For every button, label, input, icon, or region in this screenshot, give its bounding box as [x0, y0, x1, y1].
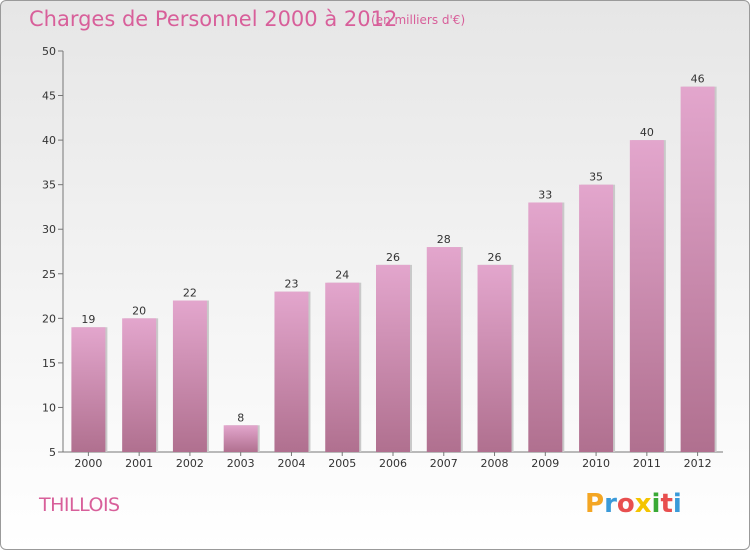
logo-letter: i [672, 489, 682, 519]
bar-2012 [680, 86, 715, 453]
logo-letter: P [585, 489, 605, 519]
data-label: 23 [284, 278, 298, 291]
bar-2011 [629, 140, 664, 452]
logo-letter: t [660, 489, 673, 519]
bar-2002 [172, 300, 207, 452]
bars [71, 86, 717, 453]
data-label: 20 [132, 304, 146, 317]
y-tick-label: 25 [42, 268, 56, 281]
x-tick-label: 2012 [684, 457, 712, 470]
y-tick-label: 40 [42, 134, 56, 147]
x-tick-label: 2011 [633, 457, 661, 470]
y-tick-label: 45 [42, 90, 56, 103]
x-tick-label: 2002 [176, 457, 204, 470]
data-label: 35 [589, 171, 603, 184]
bar-2009 [528, 202, 563, 452]
x-tick-label: 2004 [277, 457, 305, 470]
x-tick-label: 2000 [74, 457, 102, 470]
chart-title: Charges de Personnel 2000 à 2012 [29, 7, 398, 31]
data-label: 28 [437, 233, 451, 246]
y-tick-label: 10 [42, 401, 56, 414]
bar-2000 [71, 327, 106, 452]
data-label: 33 [538, 188, 552, 201]
y-tick-label: 5 [49, 446, 56, 459]
x-tick-label: 2009 [531, 457, 559, 470]
data-label: 46 [691, 73, 705, 86]
data-label: 40 [640, 126, 654, 139]
chart-unit: (en milliers d'€) [371, 13, 466, 27]
y-tick-label: 30 [42, 223, 56, 236]
y-tick-label: 50 [42, 45, 56, 58]
bar-2008 [477, 264, 512, 452]
bar-2001 [122, 318, 157, 452]
bar-2005 [325, 282, 360, 452]
x-tick-label: 2005 [328, 457, 356, 470]
logo-letter: i [651, 489, 661, 519]
data-label: 26 [488, 251, 502, 264]
x-tick-label: 2001 [125, 457, 153, 470]
bar-2007 [426, 247, 461, 452]
x-tick-label: 2008 [481, 457, 509, 470]
data-label: 8 [237, 411, 244, 424]
y-tick-label: 15 [42, 357, 56, 370]
proxiti-logo[interactable]: Proxiti [585, 489, 682, 519]
logo-letter: r [604, 489, 617, 519]
x-tick-label: 2010 [582, 457, 610, 470]
x-tick-label: 2006 [379, 457, 407, 470]
bar-2004 [274, 291, 309, 452]
x-tick-label: 2007 [430, 457, 458, 470]
data-label: 26 [386, 251, 400, 264]
logo-letter: x [634, 489, 652, 519]
x-tick-label: 2003 [227, 457, 255, 470]
data-label: 24 [335, 269, 349, 282]
bar-2003 [223, 425, 258, 452]
data-label: 19 [81, 313, 95, 326]
bar-2010 [579, 184, 614, 452]
axes: 5 10 15 20 25 30 35 40 45 50 2000 2001 2002 2003 2004 2… [42, 45, 723, 470]
y-tick-label: 20 [42, 312, 56, 325]
commune-name: THILLOIS [39, 494, 120, 516]
data-labels: 19 20 22 8 23 24 26 28 26 33 35 40 46 [81, 73, 704, 425]
bar-2006 [376, 264, 410, 452]
logo-letter: o [616, 489, 635, 519]
y-tick-label: 35 [42, 179, 56, 192]
data-label: 22 [183, 287, 197, 300]
